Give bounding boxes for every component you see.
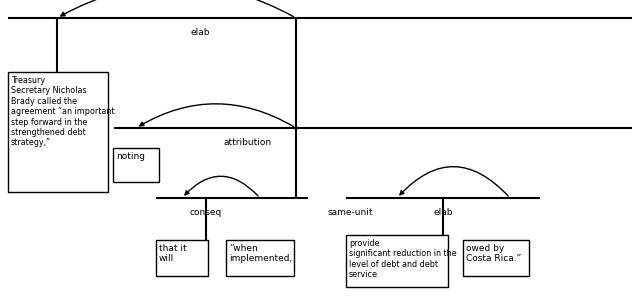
Bar — [226, 240, 294, 276]
Text: owed by
Costa Rica.”: owed by Costa Rica.” — [466, 244, 521, 263]
FancyArrowPatch shape — [61, 0, 294, 17]
Bar — [156, 240, 208, 276]
Bar — [463, 240, 529, 276]
Bar — [113, 148, 159, 182]
Text: same-unit: same-unit — [327, 208, 372, 217]
Text: that it
will: that it will — [159, 244, 187, 263]
Text: elab: elab — [190, 28, 210, 37]
Text: elab: elab — [433, 208, 452, 217]
Bar — [8, 72, 108, 192]
Text: conseq: conseq — [190, 208, 222, 217]
Bar — [346, 235, 448, 287]
Text: provide
significant reduction in the
level of debt and debt
service: provide significant reduction in the lev… — [349, 239, 456, 279]
Text: noting: noting — [116, 152, 145, 161]
Text: attribution: attribution — [224, 138, 272, 147]
Text: “when
implemented,: “when implemented, — [229, 244, 292, 263]
FancyArrowPatch shape — [140, 104, 294, 126]
Text: Treasury
Secretary Nicholas
Brady called the
agreement “an important
step forwar: Treasury Secretary Nicholas Brady called… — [11, 76, 115, 147]
FancyArrowPatch shape — [185, 176, 258, 196]
FancyArrowPatch shape — [400, 167, 508, 196]
